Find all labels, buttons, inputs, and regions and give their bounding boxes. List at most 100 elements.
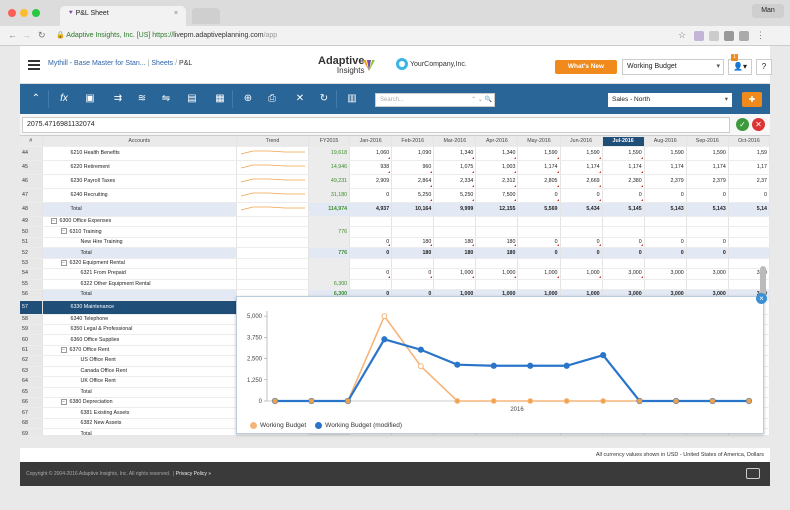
fy2015-cell[interactable]: 114,974 bbox=[308, 202, 351, 217]
month-value-cell[interactable] bbox=[517, 216, 561, 228]
month-value-cell[interactable]: 180 bbox=[433, 247, 477, 259]
month-value-cell[interactable]: 0 bbox=[560, 188, 603, 203]
month-value-cell[interactable]: 0 bbox=[517, 247, 561, 259]
column-header[interactable]: Aug-2016 bbox=[644, 137, 687, 147]
month-value-cell[interactable]: 180 bbox=[391, 237, 435, 249]
month-value-cell[interactable] bbox=[560, 279, 603, 291]
account-cell[interactable]: US Office Rent bbox=[42, 355, 237, 367]
chart-close-icon[interactable]: × bbox=[756, 293, 767, 304]
account-cell[interactable]: −6300 Office Expenses bbox=[42, 216, 237, 228]
month-value-cell[interactable] bbox=[728, 258, 770, 270]
extension-icon[interactable] bbox=[709, 31, 719, 41]
month-value-cell[interactable] bbox=[391, 226, 435, 238]
paste-icon[interactable]: ▤ bbox=[187, 93, 197, 104]
month-value-cell[interactable] bbox=[728, 237, 770, 249]
month-value-cell[interactable]: 2,37 bbox=[728, 174, 770, 189]
account-cell[interactable]: UK Office Rent bbox=[42, 376, 237, 388]
whats-new-button[interactable]: What's New bbox=[555, 60, 617, 74]
collapse-toggle-icon[interactable]: − bbox=[60, 346, 67, 353]
month-value-cell[interactable]: 0 bbox=[560, 247, 603, 259]
month-value-cell[interactable] bbox=[728, 216, 770, 228]
month-value-cell[interactable]: 2,805 bbox=[517, 174, 561, 189]
collapse-toggle-icon[interactable]: − bbox=[60, 398, 67, 405]
month-value-cell[interactable] bbox=[601, 279, 645, 291]
cancel-x-icon[interactable]: ✕ bbox=[752, 118, 765, 131]
month-value-cell[interactable]: 0 bbox=[349, 268, 393, 280]
month-value-cell[interactable] bbox=[644, 258, 687, 270]
month-value-cell[interactable]: 0 bbox=[644, 188, 687, 203]
month-value-cell[interactable] bbox=[560, 216, 603, 228]
month-value-cell[interactable] bbox=[433, 279, 477, 291]
month-value-cell[interactable]: 2,380 bbox=[601, 174, 645, 189]
budget-version-select[interactable]: Working Budget ▾ bbox=[622, 59, 724, 75]
month-value-cell[interactable]: 9,999 bbox=[433, 202, 477, 217]
account-cell[interactable]: Total bbox=[42, 387, 237, 399]
account-cell[interactable]: 6240 Recruiting bbox=[42, 188, 237, 203]
month-value-cell[interactable] bbox=[349, 279, 393, 291]
url-field[interactable]: 🔒 Adaptive Insights, Inc. [US] https://l… bbox=[56, 29, 656, 43]
fy2015-cell[interactable]: 19,618 bbox=[308, 146, 351, 161]
month-value-cell[interactable]: 5,145 bbox=[601, 202, 645, 217]
month-value-cell[interactable]: 3,000 bbox=[601, 268, 645, 280]
month-value-cell[interactable]: 1,340 bbox=[433, 146, 477, 161]
month-value-cell[interactable]: 0 bbox=[686, 188, 729, 203]
collapse-icon[interactable]: ⌃ bbox=[31, 93, 41, 104]
extension-icon[interactable] bbox=[694, 31, 704, 41]
save-icon[interactable]: ▣ bbox=[85, 93, 95, 104]
month-value-cell[interactable]: 1,000 bbox=[517, 268, 561, 280]
privacy-policy-link[interactable]: Privacy Policy » bbox=[175, 471, 212, 477]
month-value-cell[interactable] bbox=[433, 258, 477, 270]
month-value-cell[interactable]: 180 bbox=[475, 247, 519, 259]
month-value-cell[interactable]: 1,590 bbox=[517, 146, 561, 161]
month-value-cell[interactable]: 180 bbox=[391, 247, 435, 259]
refresh-icon[interactable]: ↻ bbox=[319, 93, 329, 104]
account-cell[interactable]: Total bbox=[42, 247, 237, 259]
account-cell[interactable]: 6330 Maintenance bbox=[42, 300, 237, 315]
column-header[interactable]: Feb-2016 bbox=[391, 137, 435, 147]
month-value-cell[interactable]: 1,340 bbox=[475, 146, 519, 161]
account-cell[interactable]: 6230 Payroll Taxes bbox=[42, 174, 237, 189]
month-value-cell[interactable]: 1,000 bbox=[560, 268, 603, 280]
print-icon[interactable]: ⎙ bbox=[268, 93, 276, 104]
reload-icon[interactable]: ↻ bbox=[38, 30, 46, 40]
search-nav-icon[interactable]: ⌃ ⌄ 🔍 bbox=[471, 97, 492, 103]
month-value-cell[interactable] bbox=[517, 226, 561, 238]
month-value-cell[interactable]: 2,379 bbox=[644, 174, 687, 189]
month-value-cell[interactable]: 960 bbox=[391, 160, 435, 175]
menu-dots-icon[interactable]: ⋮ bbox=[756, 30, 765, 40]
fy2015-cell[interactable]: 776 bbox=[308, 226, 351, 238]
fy2015-cell[interactable]: 14,946 bbox=[308, 160, 351, 175]
month-value-cell[interactable]: 0 bbox=[728, 188, 770, 203]
back-arrow-icon[interactable]: ← bbox=[8, 30, 17, 40]
month-value-cell[interactable]: 1,17 bbox=[728, 160, 770, 175]
account-cell[interactable]: 6382 New Assets bbox=[42, 418, 237, 430]
month-value-cell[interactable] bbox=[728, 226, 770, 238]
accept-check-icon[interactable]: ✓ bbox=[736, 118, 749, 131]
month-value-cell[interactable]: 0 bbox=[517, 237, 561, 249]
month-value-cell[interactable]: 5,250 bbox=[391, 188, 435, 203]
month-value-cell[interactable]: 1,174 bbox=[517, 160, 561, 175]
account-cell[interactable]: 6360 Office Supplies bbox=[42, 334, 237, 346]
month-value-cell[interactable] bbox=[475, 226, 519, 238]
month-value-cell[interactable]: 3,000 bbox=[644, 268, 687, 280]
forward-arrow-icon[interactable]: → bbox=[22, 30, 31, 40]
collapse-toggle-icon[interactable]: − bbox=[60, 228, 67, 235]
month-value-cell[interactable] bbox=[475, 258, 519, 270]
month-value-cell[interactable]: 5,250 bbox=[433, 188, 477, 203]
collapse-toggle-icon[interactable]: − bbox=[50, 217, 57, 224]
month-value-cell[interactable] bbox=[601, 226, 645, 238]
account-cell[interactable]: Canada Office Rent bbox=[42, 366, 237, 378]
month-value-cell[interactable]: 2,909 bbox=[349, 174, 393, 189]
account-cell[interactable]: 6321 From Prepaid bbox=[42, 268, 237, 280]
month-value-cell[interactable]: 0 bbox=[349, 247, 393, 259]
fy2015-cell[interactable] bbox=[308, 268, 351, 280]
tab-close-icon[interactable]: × bbox=[173, 10, 178, 17]
audit-icon[interactable]: ▦ bbox=[215, 93, 225, 104]
new-tab-button[interactable] bbox=[192, 8, 220, 24]
fy2015-cell[interactable] bbox=[308, 216, 351, 228]
month-value-cell[interactable] bbox=[517, 258, 561, 270]
trend-sparkline[interactable] bbox=[236, 216, 310, 228]
month-value-cell[interactable] bbox=[517, 279, 561, 291]
bookmark-star-icon[interactable]: ☆ bbox=[678, 30, 687, 40]
spread-icon[interactable]: ≋ bbox=[137, 93, 147, 104]
